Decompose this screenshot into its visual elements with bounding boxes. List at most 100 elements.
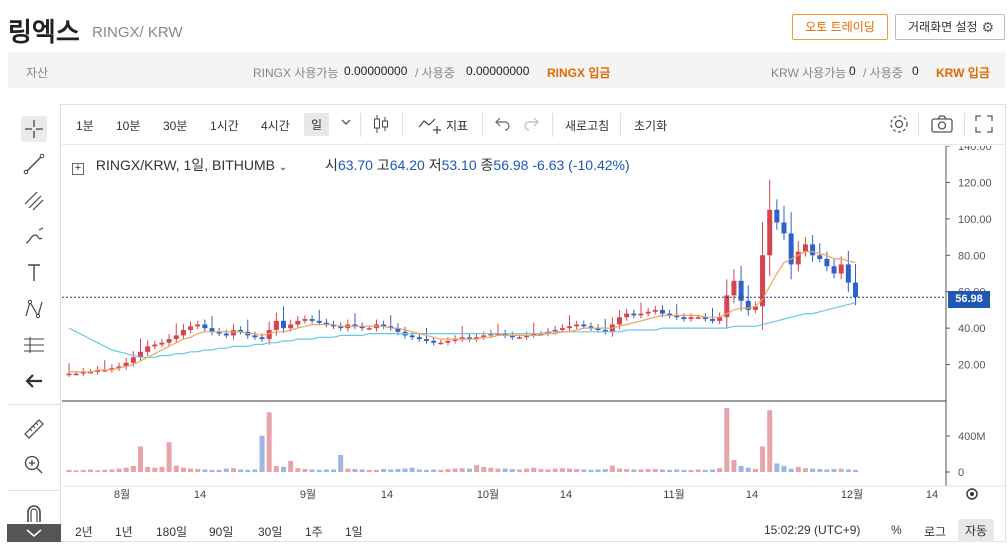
x-tick-label: 10월	[477, 488, 499, 501]
volume-bar	[145, 466, 151, 472]
candle-body	[202, 324, 208, 329]
candle-body	[516, 337, 522, 339]
brush-icon[interactable]	[21, 224, 47, 250]
chevron-down-icon[interactable]: ⌄	[278, 162, 288, 173]
range-180d[interactable]: 180일	[156, 525, 188, 539]
legend-symbol[interactable]: RINGX/KRW, 1일, BITHUMB	[95, 157, 275, 173]
candle-body	[710, 319, 715, 321]
interval-1m[interactable]: 1분	[76, 119, 94, 133]
screen-settings-label: 거래화면 설정	[908, 20, 978, 34]
volume-bar	[781, 466, 787, 472]
volume-bar	[381, 469, 387, 472]
tool-divider	[7, 490, 61, 491]
candle-body	[381, 324, 387, 327]
volume-bar	[166, 442, 172, 472]
log-scale-toggle[interactable]: 로그	[924, 525, 947, 539]
volume-bar	[223, 468, 229, 472]
range-30d[interactable]: 30일	[258, 525, 283, 539]
candle-type-icon[interactable]	[372, 113, 390, 138]
volume-bar	[838, 468, 844, 472]
candle-body	[145, 346, 151, 352]
y-tick-label: 140.00	[958, 146, 992, 153]
open-label: 시	[325, 157, 338, 173]
krw-deposit-link[interactable]: KRW 입금	[936, 66, 990, 80]
candle-body	[831, 266, 837, 274]
volume-bar	[316, 469, 322, 472]
zoom-in-icon[interactable]	[21, 452, 47, 478]
volume-bar	[159, 466, 165, 472]
volume-bar	[252, 469, 258, 472]
pattern-icon[interactable]	[21, 296, 47, 322]
percent-scale-toggle[interactable]: %	[891, 523, 902, 537]
magnet-icon[interactable]	[21, 500, 47, 526]
volume-bar	[445, 469, 451, 472]
crosshair-icon[interactable]	[21, 116, 47, 142]
candle-body	[824, 258, 830, 267]
y-tick-label: 40.00	[958, 323, 986, 335]
chevron-down-icon[interactable]	[340, 115, 352, 132]
axis-settings-icon[interactable]	[966, 488, 978, 500]
candle-body	[724, 295, 730, 318]
ringx-deposit-link[interactable]: RINGX 입금	[547, 66, 611, 80]
volume-bar	[531, 467, 537, 472]
candle-body	[66, 373, 72, 376]
range-1d[interactable]: 1일	[345, 525, 363, 539]
ruler-icon[interactable]	[21, 416, 47, 442]
volume-bar	[695, 469, 701, 472]
reset-button[interactable]: 초기화	[634, 119, 668, 133]
text-tool-icon[interactable]	[21, 260, 47, 286]
add-symbol-icon[interactable]: +	[72, 163, 84, 175]
volume-bar	[631, 469, 637, 472]
range-1y[interactable]: 1년	[115, 525, 133, 539]
price-chart[interactable]: 140.00120.00100.0080.0060.0040.0020.0040…	[62, 146, 1005, 512]
fullscreen-icon[interactable]	[974, 114, 994, 137]
candle-body	[352, 324, 358, 327]
range-2y[interactable]: 2년	[75, 525, 93, 539]
refresh-button[interactable]: 새로고침	[565, 119, 610, 133]
undo-icon[interactable]	[494, 115, 512, 134]
candle-body	[166, 339, 172, 343]
volume-bar	[87, 469, 93, 472]
candle-body	[495, 333, 501, 336]
back-arrow-icon[interactable]	[21, 368, 47, 394]
ringx-available-value: 0.00000000	[344, 64, 408, 78]
open-value: 63.70	[337, 157, 373, 173]
candle-body	[767, 209, 773, 256]
interval-4h[interactable]: 4시간	[261, 119, 290, 133]
auto-scale-toggle[interactable]: 자동	[958, 519, 995, 542]
camera-icon[interactable]	[930, 114, 954, 137]
candle-body	[431, 340, 437, 343]
interval-10m[interactable]: 10분	[116, 119, 141, 133]
screen-settings-button[interactable]: 거래화면 설정 ⚙	[895, 14, 1005, 40]
auto-trading-button[interactable]: 오토 트레이딩	[792, 14, 888, 40]
volume-bar	[760, 446, 766, 472]
candle-body	[424, 339, 429, 341]
volume-bar	[667, 469, 673, 472]
x-tick-label: 14	[560, 489, 572, 501]
candle-body	[752, 306, 758, 310]
indicators-label[interactable]: 지표	[446, 119, 469, 133]
interval-1h[interactable]: 1시간	[210, 119, 239, 133]
range-1w[interactable]: 1주	[305, 525, 323, 539]
measure-lines-icon[interactable]	[21, 332, 47, 358]
volume-bar	[388, 469, 394, 472]
y-tick-label: 20.00	[958, 360, 986, 372]
redo-icon[interactable]	[522, 115, 540, 134]
candle-body	[838, 264, 844, 274]
candle-body	[395, 328, 401, 332]
settings-gear-icon[interactable]	[888, 113, 910, 138]
volume-bar	[202, 469, 208, 472]
fib-lines-icon[interactable]	[21, 188, 47, 214]
range-90d[interactable]: 90일	[209, 525, 234, 539]
candle-body	[845, 264, 851, 283]
interval-30m[interactable]: 30분	[163, 119, 188, 133]
indicators-icon[interactable]	[418, 113, 442, 138]
candle-body	[466, 337, 472, 340]
chevron-down-icon[interactable]	[7, 524, 61, 542]
volume-bar	[302, 469, 308, 472]
candle-body	[481, 335, 487, 338]
candle-body	[188, 326, 194, 330]
trend-line-icon[interactable]	[21, 151, 47, 177]
candle-body	[817, 255, 823, 259]
interval-1d[interactable]: 일	[304, 113, 330, 136]
